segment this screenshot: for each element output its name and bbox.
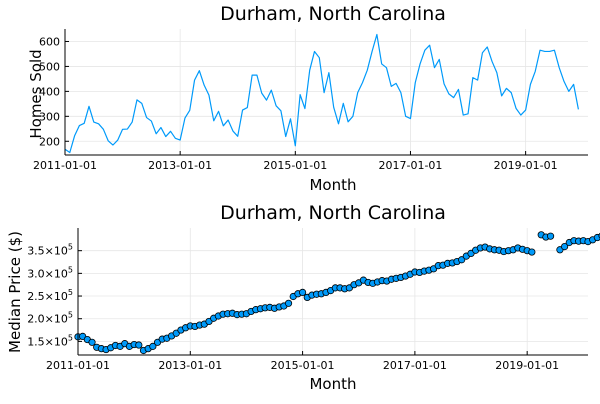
y-tick-label: 600 [39,35,60,48]
x-tick-label: 2011-01-01 [33,159,97,172]
y-tick-label: 1.5×105 [27,333,73,348]
y-tick-label: 2.5×105 [27,288,73,303]
x-tick-label: 2015-01-01 [271,359,335,372]
median-price-point [547,233,553,239]
median-price-y-axis-label: Median Price ($) [6,231,24,353]
median-price-point [89,339,95,345]
x-tick-label: 2015-01-01 [263,159,327,172]
x-tick-label: 2011-01-01 [46,359,110,372]
homes-sold-title: Durham, North Carolina [220,3,446,25]
median-price-point [136,342,142,348]
x-tick-label: 2019-01-01 [494,159,558,172]
median-price-point [529,249,535,255]
y-tick-label: 2.0×105 [27,311,73,326]
x-tick-label: 2017-01-01 [383,359,447,372]
median-price-point [285,300,291,306]
x-tick-label: 2013-01-01 [158,359,222,372]
homes-sold-x-axis-label: Month [309,176,356,194]
x-tick-label: 2013-01-01 [148,159,212,172]
median-price-title: Durham, North Carolina [220,202,446,224]
y-tick-label: 3.5×105 [27,243,73,258]
median-price-point [299,289,305,295]
x-tick-label: 2017-01-01 [378,159,442,172]
homes-sold-y-axis-label: Homes Sold [27,49,45,138]
median-price-x-axis-label: Month [309,375,356,393]
y-tick-label: 3.0×105 [27,265,73,280]
x-tick-label: 2019-01-01 [495,359,559,372]
